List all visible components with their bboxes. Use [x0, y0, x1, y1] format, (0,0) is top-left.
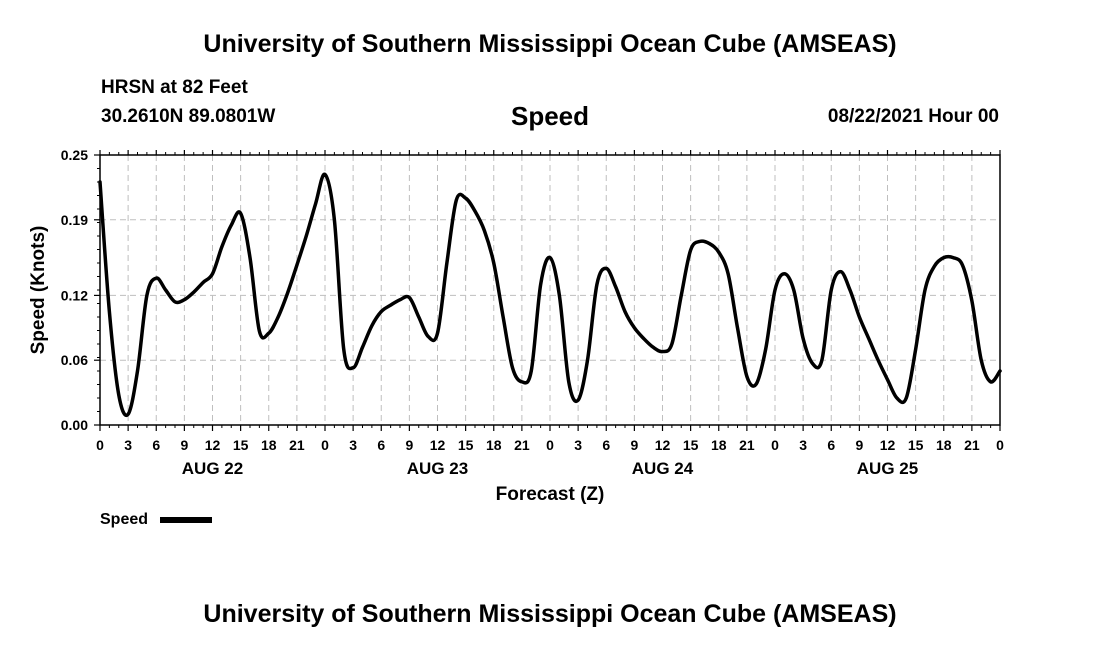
x-tick-label: 21	[289, 437, 305, 453]
x-tick-label: 0	[996, 437, 1004, 453]
day-label: AUG 23	[407, 459, 468, 478]
x-tick-label: 3	[349, 437, 357, 453]
x-tick-label: 18	[486, 437, 502, 453]
y-tick-labels: 0.00 0.06 0.12 0.19 0.25	[61, 147, 88, 433]
x-tick-label: 0	[546, 437, 554, 453]
y-tick-label: 0.19	[61, 212, 88, 228]
day-label: AUG 24	[632, 459, 694, 478]
x-tick-label: 12	[655, 437, 671, 453]
x-tick-label: 12	[205, 437, 221, 453]
x-tick-label: 18	[936, 437, 952, 453]
x-tick-label: 6	[602, 437, 610, 453]
x-tick-label: 21	[514, 437, 530, 453]
day-label: AUG 22	[182, 459, 243, 478]
x-tick-label: 6	[377, 437, 385, 453]
y-axis-label: Speed (Knots)	[28, 226, 49, 355]
x-axis-label: Forecast (Z)	[496, 484, 605, 505]
x-tick-label: 15	[683, 437, 699, 453]
x-tick-label: 12	[880, 437, 896, 453]
y-tick-label: 0.00	[61, 417, 88, 433]
x-tick-label: 15	[908, 437, 924, 453]
x-tick-label: 21	[964, 437, 980, 453]
legend-label: Speed	[100, 511, 148, 528]
y-tick-label: 0.12	[61, 287, 88, 303]
x-tick-label: 15	[233, 437, 249, 453]
station-label: HRSN at 82 Feet	[101, 77, 248, 98]
top-title: University of Southern Mississippi Ocean…	[203, 30, 897, 58]
x-tick-label: 18	[261, 437, 277, 453]
grid-lines	[100, 155, 1000, 425]
x-tick-label: 15	[458, 437, 474, 453]
x-tick-label: 18	[711, 437, 727, 453]
chart-title: Speed	[510, 101, 590, 131]
x-tick-labels: 0 3 6 9 12 15 18 21 0 3 6 9 12 15 18 21 0 3 6 9 12 15 18 21 0 3 6 9…	[96, 437, 1004, 453]
y-tick-label: 0.25	[61, 147, 88, 163]
x-tick-label: 9	[630, 437, 638, 453]
day-labels: AUG 22 AUG 23 AUG 24 AUG 25	[182, 459, 918, 478]
x-tick-label: 0	[321, 437, 329, 453]
forecast-datetime: 08/22/2021 Hour 00	[827, 106, 999, 127]
y-tick-label: 0.06	[61, 352, 88, 368]
x-tick-label: 0	[771, 437, 779, 453]
x-tick-label: 6	[827, 437, 835, 453]
coordinates-label: 30.2610N 89.0801W	[101, 106, 276, 127]
x-tick-label: 3	[124, 437, 132, 453]
speed-series-line	[98, 172, 1002, 417]
x-tick-label: 3	[799, 437, 807, 453]
axis-ticks	[94, 150, 1001, 431]
x-tick-label: 0	[96, 437, 104, 453]
x-tick-label: 9	[855, 437, 863, 453]
x-tick-label: 12	[430, 437, 446, 453]
x-tick-label: 9	[180, 437, 188, 453]
bottom-title: University of Southern Mississippi Ocean…	[203, 600, 897, 628]
x-tick-label: 6	[152, 437, 160, 453]
x-tick-label: 9	[405, 437, 413, 453]
day-label: AUG 25	[857, 459, 918, 478]
x-tick-label: 3	[574, 437, 582, 453]
x-tick-label: 21	[739, 437, 755, 453]
